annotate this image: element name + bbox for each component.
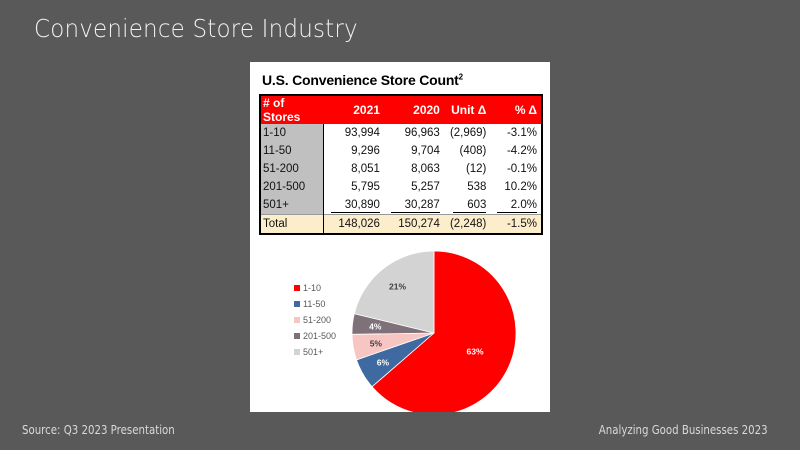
cell-2020-value: 30,287	[390, 198, 440, 213]
legend-label: 1-10	[303, 283, 322, 293]
slide-title: Convenience Store Industry	[34, 14, 358, 43]
header-unit-change: Unit Δ	[443, 95, 491, 124]
footnote-marker: 2	[458, 72, 463, 82]
cell-2020: 8,063	[411, 163, 440, 175]
chart-legend: 1-10 11-50 51-200 201-500 501+	[294, 280, 336, 360]
pie-chart: 1-10 11-50 51-200 201-500 501+ 63% 6% 5% 4%…	[250, 242, 550, 412]
cell-unit: (2,969)	[449, 127, 487, 139]
pie-data-label: 6%	[377, 358, 390, 368]
table-row: 1-10 93,994 96,963 (2,969) -3.1%	[260, 124, 542, 142]
legend-label: 51-200	[303, 315, 332, 325]
cell-2020: 30,287	[384, 196, 444, 215]
total-label: Total	[260, 214, 324, 234]
panel-title: U.S. Convenience Store Count2	[262, 72, 463, 88]
total-2021: 148,026	[323, 214, 384, 234]
pie-data-label: 4%	[369, 321, 382, 331]
cell-pct: -3.1%	[506, 127, 537, 139]
store-count-table: # of Stores 2021 2020 Unit Δ % Δ 1-10 93…	[259, 94, 543, 235]
cell-2020: 5,257	[411, 181, 440, 193]
cell-unit: (12)	[465, 163, 487, 175]
header-2020: 2020	[383, 95, 444, 124]
header-2021: 2021	[323, 95, 384, 124]
row-label: 11-50	[260, 142, 324, 160]
total-unit: (2,248)	[443, 214, 491, 234]
legend-swatch	[294, 317, 300, 323]
pie-slice-501+	[353, 250, 435, 334]
pie-data-label: 21%	[389, 282, 406, 292]
cell-2020: 9,704	[411, 145, 440, 157]
cell-unit: 603	[444, 196, 491, 215]
cell-unit-value: 603	[453, 198, 487, 213]
table-row: 51-200 8,051 8,063 (12) -0.1%	[260, 160, 542, 178]
cell-2021: 5,795	[351, 181, 380, 193]
total-pct: -1.5%	[490, 214, 542, 234]
legend-label: 11-50	[303, 299, 326, 309]
cell-pct: 2.0%	[490, 196, 542, 215]
header-stores: # of Stores	[260, 95, 324, 124]
pie-slice-1-10	[371, 250, 517, 412]
table-row: 501+ 30,890 30,287 603 2.0%	[260, 196, 542, 215]
legend-swatch	[294, 349, 300, 355]
legend-swatch	[294, 301, 300, 307]
cell-2021-value: 30,890	[330, 198, 380, 213]
content-panel: U.S. Convenience Store Count2 # of Store…	[250, 62, 550, 412]
total-row: Total 148,026 150,274 (2,248) -1.5%	[260, 214, 542, 234]
header-pct-change: % Δ	[490, 95, 542, 124]
cell-unit: 538	[467, 181, 487, 193]
table-row: 201-500 5,795 5,257 538 10.2%	[260, 178, 542, 196]
cell-2021: 30,890	[324, 196, 384, 215]
source-note: Source: Q3 2023 Presentation	[22, 423, 175, 437]
legend-label: 201-500	[303, 331, 337, 341]
footer-brand: Analyzing Good Businesses 2023	[599, 423, 768, 437]
panel-title-text: U.S. Convenience Store Count	[262, 72, 459, 88]
cell-2021: 8,051	[351, 163, 380, 175]
pie-svg: 63% 6% 5% 4% 21%	[351, 250, 517, 412]
legend-item: 201-500	[294, 328, 336, 344]
cell-pct: -4.2%	[506, 145, 537, 157]
row-label: 501+	[260, 196, 324, 215]
legend-label: 501+	[303, 347, 324, 357]
cell-2021: 93,994	[344, 127, 380, 139]
pie-data-label: 5%	[370, 338, 383, 348]
row-label: 201-500	[260, 178, 324, 196]
legend-swatch	[294, 333, 300, 339]
cell-2020: 96,963	[404, 127, 440, 139]
total-2020: 150,274	[383, 214, 444, 234]
cell-unit: (408)	[459, 145, 487, 157]
cell-pct-value: 2.0%	[496, 198, 537, 213]
row-label: 51-200	[260, 160, 324, 178]
legend-item: 51-200	[294, 312, 336, 328]
cell-pct: 10.2%	[504, 181, 537, 193]
cell-2021: 9,296	[351, 145, 380, 157]
legend-item: 1-10	[294, 280, 336, 296]
legend-item: 501+	[294, 344, 336, 360]
legend-swatch	[294, 285, 300, 291]
pie-data-label: 63%	[467, 347, 484, 357]
table-header-row: # of Stores 2021 2020 Unit Δ % Δ	[260, 95, 542, 124]
cell-pct: -0.1%	[506, 163, 537, 175]
table-row: 11-50 9,296 9,704 (408) -4.2%	[260, 142, 542, 160]
row-label: 1-10	[260, 124, 324, 142]
legend-item: 11-50	[294, 296, 336, 312]
